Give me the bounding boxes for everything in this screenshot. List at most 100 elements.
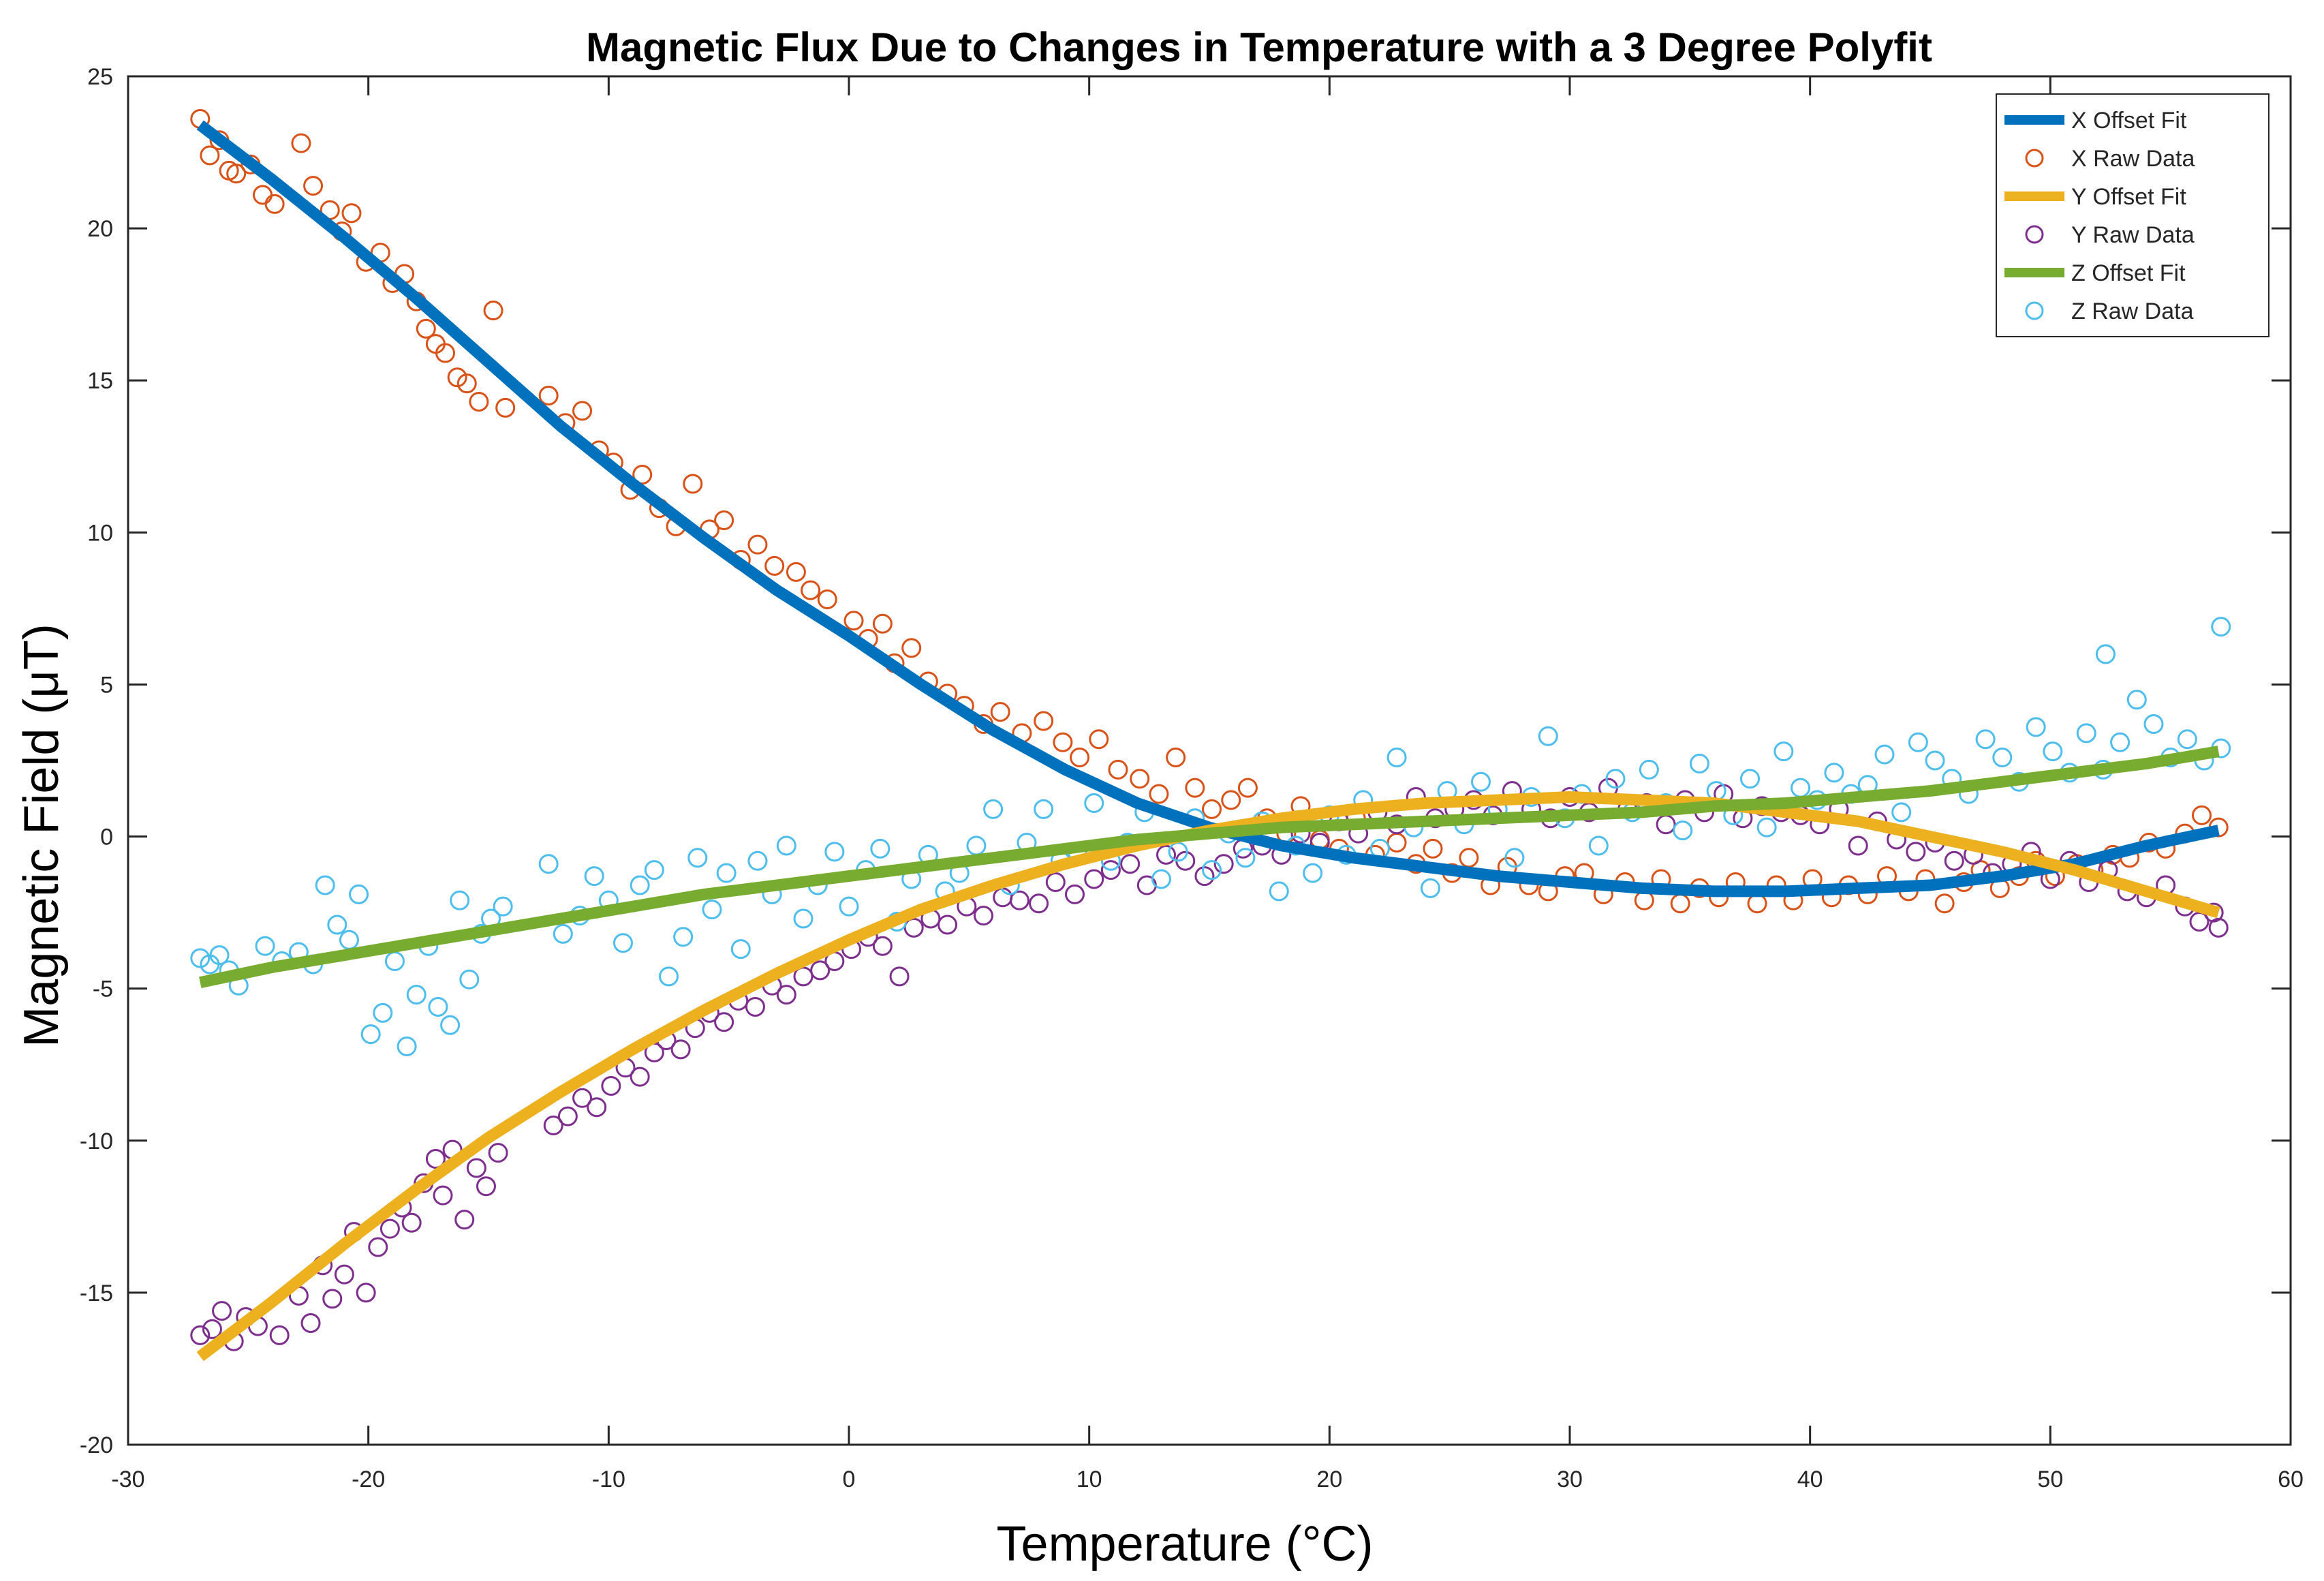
y-raw-data-point <box>1084 869 1104 889</box>
y-raw-data-point <box>454 1210 475 1230</box>
x-raw-data-point <box>714 510 734 530</box>
z-raw-data-point <box>584 866 604 887</box>
y-raw-data-point <box>572 1088 593 1108</box>
y-raw-data-point <box>1120 854 1141 874</box>
x-tick-label: -20 <box>352 1467 385 1492</box>
legend-label: Y Offset Fit <box>2071 184 2186 210</box>
y-raw-data-point <box>810 960 831 981</box>
z-raw-data-point <box>630 875 650 895</box>
x-tick-label: -30 <box>111 1467 144 1492</box>
z-raw-data-point <box>2143 713 2164 734</box>
y-raw-data-point <box>334 1264 354 1285</box>
y-raw-data-point <box>601 1075 621 1096</box>
y-tick-label: 15 <box>87 368 113 394</box>
y-raw-data-point <box>543 1115 563 1135</box>
z-raw-data-point <box>190 948 211 968</box>
y-raw-data-point <box>1009 890 1029 910</box>
x-raw-data-point <box>291 133 311 153</box>
x-tick-label: 40 <box>1797 1467 1823 1492</box>
x-raw-data-point <box>572 401 593 421</box>
z-raw-data-point <box>2095 644 2116 664</box>
y-raw-data-point <box>1213 854 1234 874</box>
z-raw-data-point <box>1151 869 1171 889</box>
z-raw-data-point <box>1386 748 1407 768</box>
x-raw-data-point <box>200 145 220 166</box>
x-raw-data-point <box>990 702 1010 722</box>
z-raw-data-point <box>1975 729 1996 750</box>
x-tick-label: 30 <box>1557 1467 1583 1492</box>
legend-label: Y Raw Data <box>2071 222 2195 248</box>
z-raw-data-point <box>1303 863 1323 883</box>
z-raw-data-point <box>2177 729 2197 750</box>
y-raw-data-point <box>379 1218 400 1239</box>
x-tick-label: 20 <box>1316 1467 1342 1492</box>
z-raw-data-point <box>747 850 768 871</box>
z-raw-data-point <box>2211 617 2231 637</box>
x-raw-data-point <box>843 611 864 631</box>
y-raw-data-point <box>1156 844 1177 865</box>
y-raw-data-point <box>488 1143 508 1163</box>
z-raw-data-point <box>839 896 859 917</box>
y-raw-data-point <box>793 966 814 987</box>
y-raw-data-point <box>745 996 765 1017</box>
z-raw-data-point <box>2076 723 2096 743</box>
x-raw-data-point <box>872 613 893 634</box>
x-raw-data-point <box>1237 778 1258 798</box>
axes-box <box>127 75 2292 1446</box>
x-raw-data-point <box>1089 729 1109 750</box>
y-raw-data-point <box>433 1185 453 1206</box>
z-raw-data-point <box>659 966 679 987</box>
x-axis-title: Temperature (°C) <box>997 1517 1374 1571</box>
y-raw-data-legend-swatch <box>2025 225 2044 244</box>
legend-label: Z Offset Fit <box>2071 260 2186 286</box>
y-raw-data-point <box>1100 860 1121 880</box>
legend-label: X Raw Data <box>2071 146 2195 172</box>
x-raw-data-point <box>435 343 456 363</box>
z-raw-data-point <box>716 863 737 883</box>
y-raw-data-point <box>776 985 796 1005</box>
z-raw-data-point <box>360 1024 381 1045</box>
legend: X Offset Fit X Raw Data Y Offset Fit Y Raw … <box>1996 93 2269 337</box>
y-raw-data-point <box>368 1237 388 1257</box>
z-raw-data-point <box>1471 771 1491 792</box>
y-raw-data-point <box>1944 850 1964 871</box>
y-raw-data-point <box>973 906 993 926</box>
x-tick-label: 50 <box>2037 1467 2063 1492</box>
y-raw-data-point <box>1065 884 1085 904</box>
x-raw-data-point <box>469 391 489 412</box>
x-raw-data-point <box>303 176 324 196</box>
z-raw-data-point <box>776 835 796 856</box>
x-raw-data-point <box>1130 769 1150 789</box>
y-raw-data-point <box>872 936 893 956</box>
z-raw-data-point <box>613 933 633 953</box>
z-raw-data-point <box>687 848 708 868</box>
z-raw-data-point <box>2026 717 2046 737</box>
y-tick-label: 5 <box>100 672 113 698</box>
z-raw-data-point <box>255 936 275 956</box>
y-raw-data-point <box>1906 842 1926 862</box>
z-raw-data-point <box>1235 848 1256 868</box>
z-raw-data-point <box>440 1015 461 1035</box>
x-raw-data-point <box>456 373 477 394</box>
x-raw-data-point <box>495 397 516 418</box>
z-raw-data-point <box>824 842 845 862</box>
z-raw-data-legend-swatch <box>2025 301 2044 320</box>
z-raw-data-point <box>538 854 559 874</box>
x-raw-data-point <box>1149 784 1169 804</box>
x-raw-data-point <box>447 367 467 388</box>
y-raw-data-point <box>630 1066 650 1087</box>
x-raw-data-point <box>632 465 653 485</box>
z-raw-data-point <box>553 923 573 944</box>
y-raw-data-point <box>1194 866 1215 887</box>
z-raw-data-point <box>209 945 230 966</box>
z-raw-data-point <box>2110 732 2131 752</box>
z-raw-data-point <box>702 900 722 920</box>
chart-title: Magnetic Flux Due to Changes in Temperat… <box>586 25 1932 70</box>
x-raw-data-point <box>1053 732 1073 752</box>
x-raw-data-point <box>1166 748 1186 768</box>
x-raw-data-legend-swatch <box>2025 149 2044 168</box>
y-raw-data-point <box>557 1106 578 1126</box>
axes: -30 -20 -10 0 10 20 30 40 50 60 -20 -15 -10 -5 0 5 10 15 2… <box>80 64 2304 1492</box>
z-raw-data-point <box>397 1036 417 1056</box>
x-raw-data-point <box>483 301 503 321</box>
